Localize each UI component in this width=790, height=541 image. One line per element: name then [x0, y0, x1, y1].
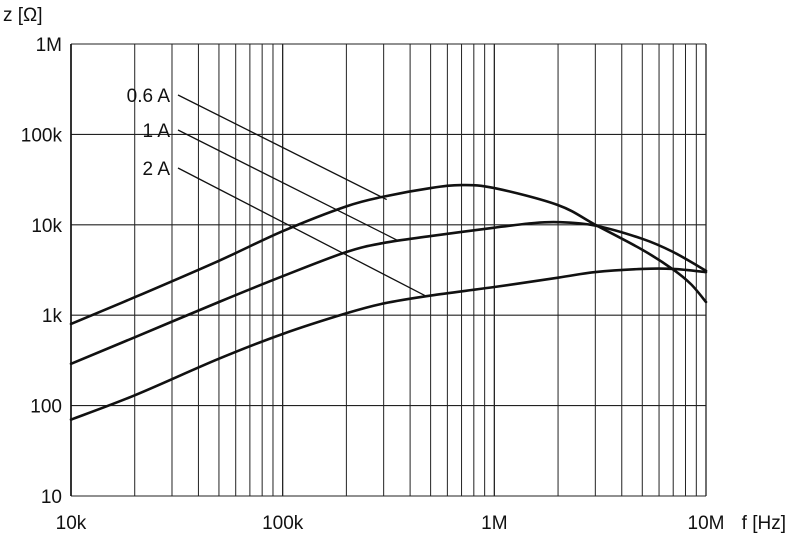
y-tick-label: 100: [30, 397, 62, 418]
series-leader-line-1: [177, 94, 387, 201]
x-tick-label: 100k: [262, 513, 304, 534]
x-tick-label: 10k: [56, 513, 87, 534]
tick-labels: 10 100 1k 10k 100k 1M 10k 100k 1M 10M: [21, 35, 725, 534]
series-leader-line-2: [177, 129, 399, 242]
y-tick-label: 100k: [21, 125, 63, 146]
y-axis-title: z [Ω]: [3, 5, 43, 26]
series-curves: [69, 183, 708, 421]
series-label-3: 2 A: [143, 159, 171, 180]
y-tick-label: 10: [41, 487, 62, 508]
y-tick-label: 1k: [42, 306, 63, 327]
series-curve-1: [69, 183, 708, 326]
y-tick-label: 10k: [31, 216, 62, 237]
series-curve-3: [69, 267, 708, 421]
x-tick-label: 10M: [688, 513, 725, 534]
x-axis-title: f [Hz]: [742, 513, 786, 534]
series-labels: 0.6 A 1 A 2 A: [127, 86, 426, 297]
series-curve-2: [69, 220, 708, 366]
series-leader-line-3: [177, 167, 426, 297]
y-tick-label: 1M: [36, 35, 62, 56]
series-label-2: 1 A: [143, 121, 171, 142]
x-tick-label: 1M: [481, 513, 507, 534]
series-label-1: 0.6 A: [127, 86, 171, 107]
